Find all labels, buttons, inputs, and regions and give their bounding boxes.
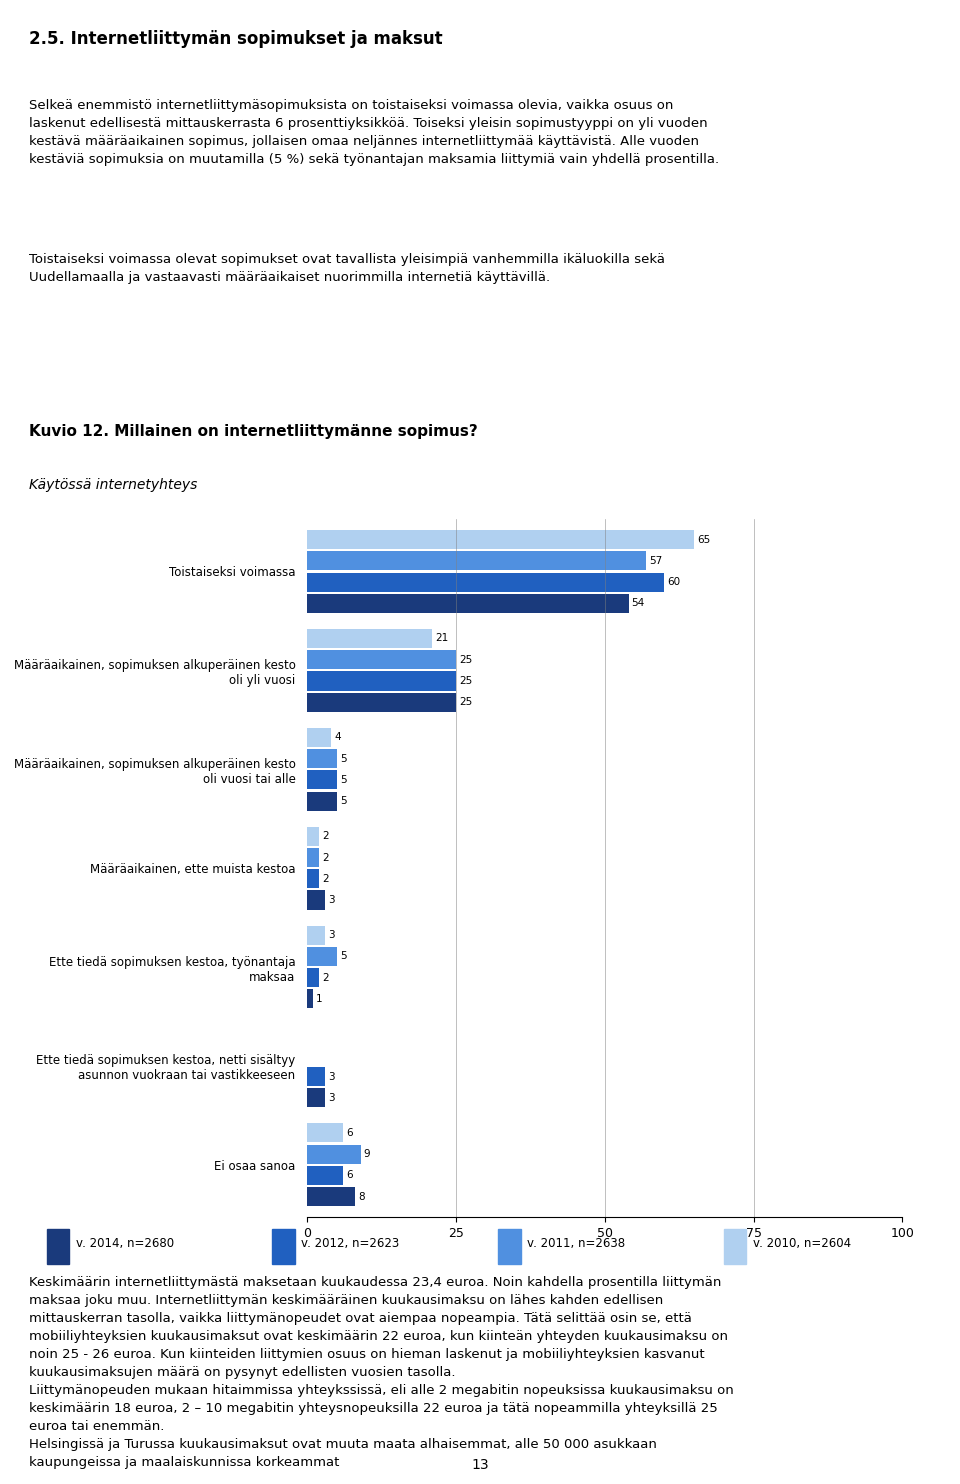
Bar — [307, 573, 664, 592]
Text: v. 2012, n=2623: v. 2012, n=2623 — [301, 1238, 399, 1250]
Text: 6: 6 — [346, 1171, 352, 1180]
Text: 2: 2 — [322, 972, 328, 982]
Text: 2.5. Internetliittymän sopimukset ja maksut: 2.5. Internetliittymän sopimukset ja mak… — [29, 30, 443, 47]
Bar — [307, 693, 456, 712]
Text: 54: 54 — [632, 598, 645, 608]
Bar — [724, 1229, 746, 1264]
Text: 25: 25 — [459, 677, 472, 686]
Bar — [307, 1144, 361, 1163]
Text: Kuvio 12. Millainen on internetliittymänne sopimus?: Kuvio 12. Millainen on internetliittymän… — [29, 424, 477, 439]
Text: 57: 57 — [650, 556, 662, 565]
Bar — [307, 890, 325, 910]
Bar — [307, 1187, 355, 1206]
Bar — [307, 1067, 325, 1086]
Text: 3: 3 — [328, 930, 335, 941]
Text: 8: 8 — [358, 1192, 365, 1202]
Bar — [307, 968, 319, 987]
Bar — [307, 629, 432, 649]
Text: 13: 13 — [471, 1457, 489, 1472]
Bar — [498, 1229, 520, 1264]
Bar — [47, 1229, 69, 1264]
Text: Keskimäärin internetliittymästä maksetaan kuukaudessa 23,4 euroa. Noin kahdella : Keskimäärin internetliittymästä maksetaa… — [29, 1276, 733, 1469]
Bar — [307, 827, 319, 846]
Text: 25: 25 — [459, 654, 472, 665]
Text: 3: 3 — [328, 1071, 335, 1082]
Text: 5: 5 — [340, 951, 347, 962]
Text: 4: 4 — [334, 733, 341, 742]
Text: 65: 65 — [697, 534, 710, 545]
Text: 5: 5 — [340, 754, 347, 764]
Bar — [307, 926, 325, 945]
Text: 6: 6 — [346, 1128, 352, 1138]
Text: Toistaiseksi voimassa olevat sopimukset ovat tavallista yleisimpiä vanhemmilla i: Toistaiseksi voimassa olevat sopimukset … — [29, 254, 664, 285]
Text: 2: 2 — [322, 852, 328, 862]
Text: Käytössä internetyhteys: Käytössä internetyhteys — [29, 478, 197, 491]
Bar — [307, 990, 313, 1009]
Bar — [273, 1229, 295, 1264]
Text: 25: 25 — [459, 697, 472, 708]
Text: 3: 3 — [328, 895, 335, 905]
Text: 3: 3 — [328, 1092, 335, 1103]
Text: v. 2014, n=2680: v. 2014, n=2680 — [76, 1238, 174, 1250]
Text: 60: 60 — [667, 577, 681, 588]
Bar — [307, 551, 646, 570]
Bar — [307, 1088, 325, 1107]
Text: v. 2010, n=2604: v. 2010, n=2604 — [753, 1238, 851, 1250]
Text: 21: 21 — [435, 634, 448, 644]
Text: Selkeä enemmistö internetliittymäsopimuksista on toistaiseksi voimassa olevia, v: Selkeä enemmistö internetliittymäsopimuk… — [29, 99, 719, 166]
Bar — [307, 870, 319, 889]
Bar — [307, 847, 319, 867]
Text: 1: 1 — [316, 994, 323, 1003]
Bar — [307, 650, 456, 669]
Bar — [307, 947, 337, 966]
Text: v. 2011, n=2638: v. 2011, n=2638 — [527, 1238, 625, 1250]
Text: 5: 5 — [340, 775, 347, 785]
Bar — [307, 749, 337, 769]
Bar — [307, 727, 331, 746]
Bar — [307, 671, 456, 690]
Text: 2: 2 — [322, 874, 328, 884]
Bar — [307, 791, 337, 810]
Text: 9: 9 — [364, 1149, 371, 1159]
Text: 5: 5 — [340, 795, 347, 806]
Text: 2: 2 — [322, 831, 328, 841]
Bar — [307, 1123, 343, 1143]
Bar — [307, 530, 694, 549]
Bar — [307, 594, 629, 613]
Bar — [307, 1166, 343, 1186]
Bar — [307, 770, 337, 789]
